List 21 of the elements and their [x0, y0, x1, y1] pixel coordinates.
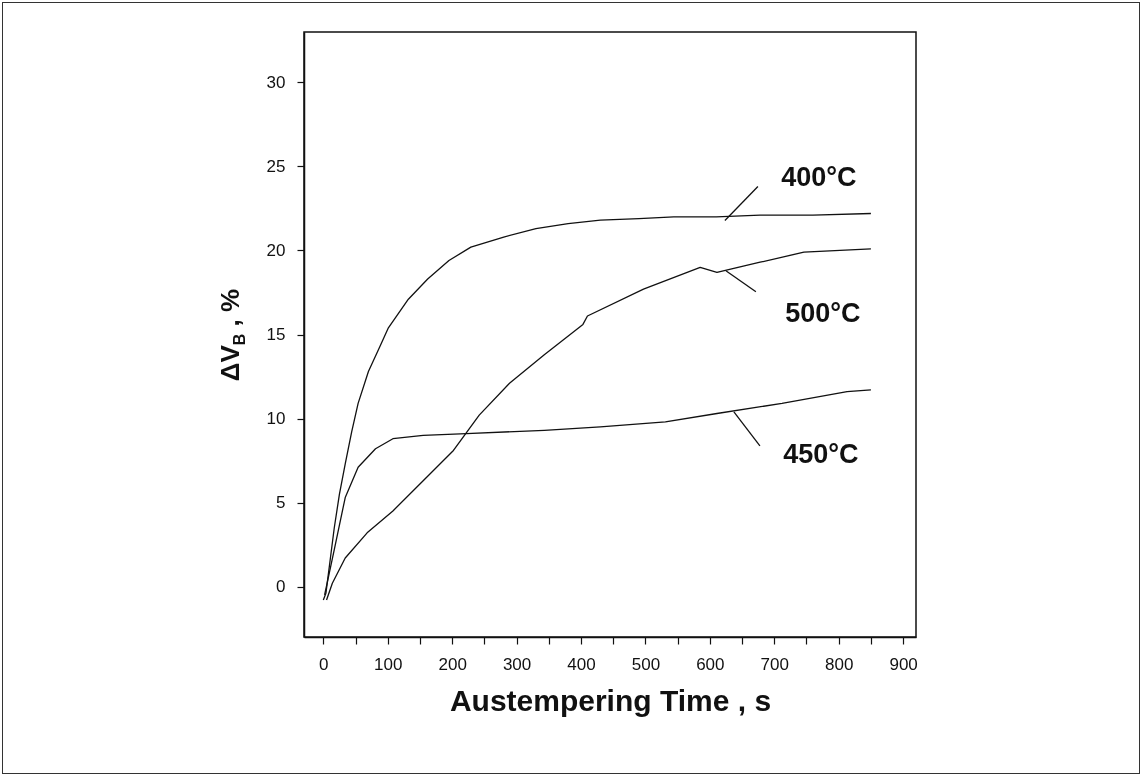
y-tick-label: 10 — [266, 409, 286, 429]
y-tick-label: 25 — [266, 156, 286, 176]
x-tick-label: 100 — [374, 654, 403, 674]
series-label: 500°C — [785, 297, 861, 328]
x-tick-label: 800 — [825, 654, 854, 674]
y-tick-label: 0 — [276, 577, 286, 597]
series-label: 450°C — [783, 438, 859, 469]
y-tick-label: 15 — [266, 325, 286, 344]
x-tick-label: 300 — [502, 654, 532, 674]
x-tick-label: 600 — [696, 654, 725, 674]
series-label: 400°C — [781, 161, 857, 192]
y-tick-label: 20 — [266, 240, 286, 260]
x-axis-title: Austempering Time , s — [449, 683, 772, 717]
y-tick-label: 5 — [276, 493, 286, 513]
x-tick-label: 900 — [889, 654, 918, 674]
x-tick-label: 700 — [760, 654, 789, 674]
x-tick-label: 200 — [438, 654, 467, 674]
y-tick-label: 30 — [266, 72, 286, 92]
x-tick-label: 500 — [631, 654, 661, 674]
x-tick-label: 0 — [319, 654, 329, 674]
x-tick-label: 400 — [567, 654, 596, 674]
